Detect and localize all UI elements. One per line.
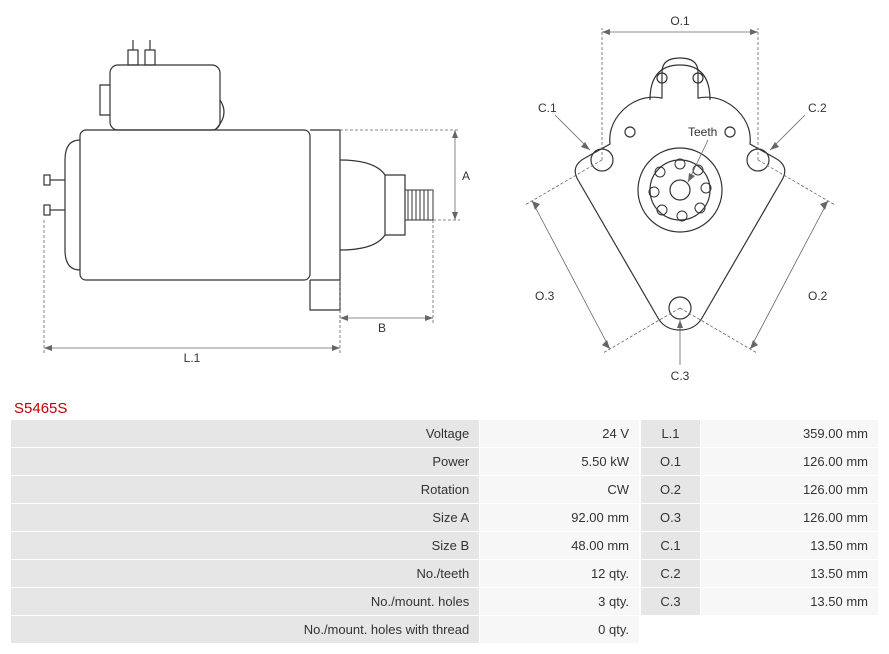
spec-label: No./teeth <box>11 560 480 588</box>
dim-label-c1: C.1 <box>538 101 557 115</box>
spec-row: C.213.50 mm <box>641 560 879 588</box>
dim-label-o2: O.2 <box>808 289 828 303</box>
dim-spec-label: C.2 <box>641 560 701 588</box>
spec-label: Voltage <box>11 420 480 448</box>
spec-label: Size A <box>11 504 480 532</box>
spec-label: Power <box>11 448 480 476</box>
spec-value: 5.50 kW <box>480 448 640 476</box>
dim-spec-value: 359.00 mm <box>701 420 879 448</box>
spec-row: No./mount. holes3 qty. <box>11 588 640 616</box>
front-view-diagram: O.1 O.2 O.3 <box>490 10 870 390</box>
spec-table-container: Voltage24 VPower5.50 kWRotationCWSize A9… <box>10 419 879 644</box>
dim-spec-value: 126.00 mm <box>701 504 879 532</box>
dim-spec-value: 13.50 mm <box>701 560 879 588</box>
dim-label-l1: L.1 <box>184 351 201 365</box>
dim-spec-label: L.1 <box>641 420 701 448</box>
dim-label-c2: C.2 <box>808 101 827 115</box>
spec-row: L.1359.00 mm <box>641 420 879 448</box>
spec-row: O.1126.00 mm <box>641 448 879 476</box>
dim-spec-value: 126.00 mm <box>701 448 879 476</box>
dim-spec-label: O.3 <box>641 504 701 532</box>
diagram-row: A B L.1 <box>10 10 879 390</box>
spec-row: Power5.50 kW <box>11 448 640 476</box>
spec-row: C.313.50 mm <box>641 588 879 616</box>
part-code: S5465S <box>14 400 879 417</box>
dim-spec-value: 126.00 mm <box>701 476 879 504</box>
dim-spec-value: 13.50 mm <box>701 588 879 616</box>
dim-label-c3: C.3 <box>671 369 690 383</box>
side-view-diagram: A B L.1 <box>10 10 470 390</box>
spec-row: Size B48.00 mm <box>11 532 640 560</box>
spec-value: 12 qty. <box>480 560 640 588</box>
spec-row: Size A92.00 mm <box>11 504 640 532</box>
spec-row: O.3126.00 mm <box>641 504 879 532</box>
dim-label-a: A <box>462 169 470 183</box>
spec-row: No./mount. holes with thread0 qty. <box>11 616 640 644</box>
spec-row: C.113.50 mm <box>641 532 879 560</box>
spec-value: 24 V <box>480 420 640 448</box>
spec-label: Rotation <box>11 476 480 504</box>
spec-value: 0 qty. <box>480 616 640 644</box>
spec-value: CW <box>480 476 640 504</box>
dim-label-teeth: Teeth <box>688 125 717 139</box>
dim-spec-label: C.1 <box>641 532 701 560</box>
spec-row: RotationCW <box>11 476 640 504</box>
dim-spec-label: C.3 <box>641 588 701 616</box>
spec-value: 3 qty. <box>480 588 640 616</box>
spec-row: Voltage24 V <box>11 420 640 448</box>
spec-row: No./teeth12 qty. <box>11 560 640 588</box>
dim-spec-label: O.2 <box>641 476 701 504</box>
spec-value: 48.00 mm <box>480 532 640 560</box>
spec-label: No./mount. holes with thread <box>11 616 480 644</box>
spec-row: O.2126.00 mm <box>641 476 879 504</box>
spec-table-left: Voltage24 VPower5.50 kWRotationCWSize A9… <box>10 419 640 644</box>
spec-label: Size B <box>11 532 480 560</box>
spec-table-right: L.1359.00 mmO.1126.00 mmO.2126.00 mmO.31… <box>640 419 879 616</box>
spec-label: No./mount. holes <box>11 588 480 616</box>
spec-value: 92.00 mm <box>480 504 640 532</box>
dim-spec-label: O.1 <box>641 448 701 476</box>
dim-label-o1: O.1 <box>670 14 690 28</box>
dim-spec-value: 13.50 mm <box>701 532 879 560</box>
dim-label-o3: O.3 <box>535 289 555 303</box>
dim-label-b: B <box>378 321 386 335</box>
